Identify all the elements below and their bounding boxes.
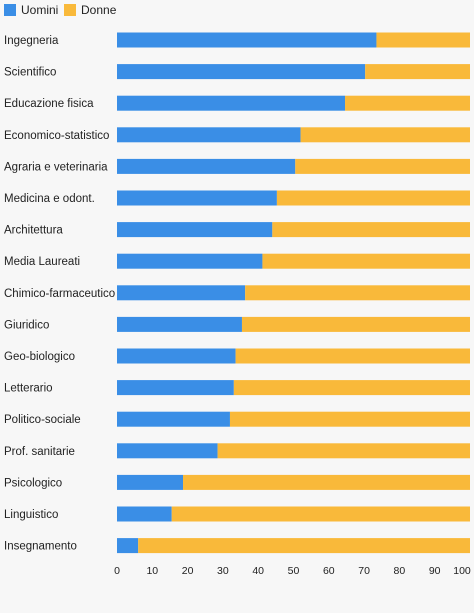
bar-segment-uomini (117, 348, 236, 364)
legend-swatch-donne (64, 4, 76, 16)
bar-row-politico-sociale: Politico-sociale (4, 411, 470, 427)
category-label: Educazione fisica (4, 98, 94, 110)
x-tick-label: 40 (252, 565, 264, 577)
x-tick-label: 10 (146, 565, 158, 577)
bar-segment-donne (138, 538, 470, 554)
x-tick-label: 50 (288, 565, 300, 577)
bar-row-prof-sanitarie: Prof. sanitarie (4, 443, 470, 459)
bar-row-ingegneria: Ingegneria (4, 32, 470, 48)
bar-segment-donne (241, 316, 470, 332)
bar-segment-donne (245, 285, 470, 301)
bar-segment-uomini (117, 285, 246, 301)
x-tick-label: 80 (394, 565, 406, 577)
bar-segment-donne (295, 158, 470, 174)
x-axis: 0 10 20 30 40 50 60 70 80 90 100 (114, 565, 471, 577)
bar-segment-uomini (117, 443, 218, 459)
x-tick-label: 0 (114, 565, 120, 577)
legend-swatch-uomini (4, 4, 16, 16)
bar-row-media-laureati: Media Laureati (4, 253, 470, 269)
bar-segment-uomini (117, 127, 301, 143)
bar-row-scientifico: Scientifico (4, 64, 470, 80)
bar-segment-donne (217, 443, 470, 459)
bar-segment-uomini (117, 64, 366, 80)
category-label: Agraria e veterinaria (4, 161, 108, 173)
x-tick-label: 60 (323, 565, 335, 577)
category-label: Medicina e odont. (4, 193, 95, 205)
bar-segment-uomini (117, 380, 234, 396)
bar-segment-donne (272, 222, 470, 238)
x-tick-label: 70 (358, 565, 370, 577)
category-label: Scientifico (4, 67, 56, 79)
bar-segment-donne (171, 506, 470, 522)
category-label: Media Laureati (4, 256, 80, 268)
plot-area: Ingegneria Scientifico Educazione fisica Ec… (4, 32, 471, 554)
category-label: Insegnamento (4, 541, 77, 553)
bar-row-medicina-e-odont: Medicina e odont. (4, 190, 470, 206)
bar-row-linguistico: Linguistico (4, 506, 470, 522)
bar-segment-uomini (117, 538, 139, 554)
bar-segment-uomini (117, 190, 277, 206)
bar-row-geo-biologico: Geo-biologico (4, 348, 470, 364)
bar-segment-donne (233, 380, 470, 396)
bar-segment-donne (276, 190, 470, 206)
bar-segment-uomini (117, 32, 377, 48)
legend-label-donne: Donne (81, 3, 117, 17)
bar-segment-uomini (117, 506, 172, 522)
bar-segment-donne (365, 64, 470, 80)
bar-segment-uomini (117, 316, 242, 332)
bar-segment-uomini (117, 411, 230, 427)
x-tick-label: 30 (217, 565, 229, 577)
bar-segment-donne (376, 32, 470, 48)
bar-segment-donne (229, 411, 470, 427)
bar-row-letterario: Letterario (4, 380, 470, 396)
category-label: Prof. sanitarie (4, 446, 75, 458)
bar-row-educazione-fisica: Educazione fisica (4, 95, 470, 111)
category-label: Linguistico (4, 509, 58, 521)
bar-segment-donne (345, 95, 470, 111)
bar-segment-donne (262, 253, 470, 269)
bar-row-psicologico: Psicologico (4, 474, 471, 490)
bar-row-giuridico: Giuridico (4, 316, 470, 332)
bar-segment-donne (300, 127, 470, 143)
bar-segment-uomini (117, 158, 296, 174)
bar-segment-uomini (117, 95, 346, 111)
category-label: Chimico-farmaceutico (4, 288, 115, 300)
bar-row-agraria-e-veterinaria: Agraria e veterinaria (4, 158, 470, 174)
category-label: Architettura (4, 225, 63, 237)
bar-segment-donne (235, 348, 470, 364)
category-label: Politico-sociale (4, 414, 81, 426)
category-label: Geo-biologico (4, 351, 75, 363)
legend-label-uomini: Uomini (21, 3, 58, 17)
bar-segment-uomini (117, 474, 184, 490)
category-label: Giuridico (4, 319, 49, 331)
bar-row-economico-statistico: Economico-statistico (4, 127, 470, 143)
bar-segment-uomini (117, 222, 273, 238)
bar-segment-donne (183, 474, 471, 490)
bar-row-architettura: Architettura (4, 222, 470, 238)
legend: Uomini Donne (4, 3, 117, 17)
category-label: Psicologico (4, 477, 62, 489)
bar-row-insegnamento: Insegnamento (4, 538, 470, 554)
category-label: Ingegneria (4, 35, 59, 47)
bar-segment-uomini (117, 253, 263, 269)
category-label: Letterario (4, 383, 53, 395)
bar-row-chimico-farmaceutico: Chimico-farmaceutico (4, 285, 470, 301)
category-label: Economico-statistico (4, 130, 109, 142)
x-tick-label: 90 (429, 565, 441, 577)
x-tick-label: 100 (453, 565, 471, 577)
x-tick-label: 20 (182, 565, 194, 577)
